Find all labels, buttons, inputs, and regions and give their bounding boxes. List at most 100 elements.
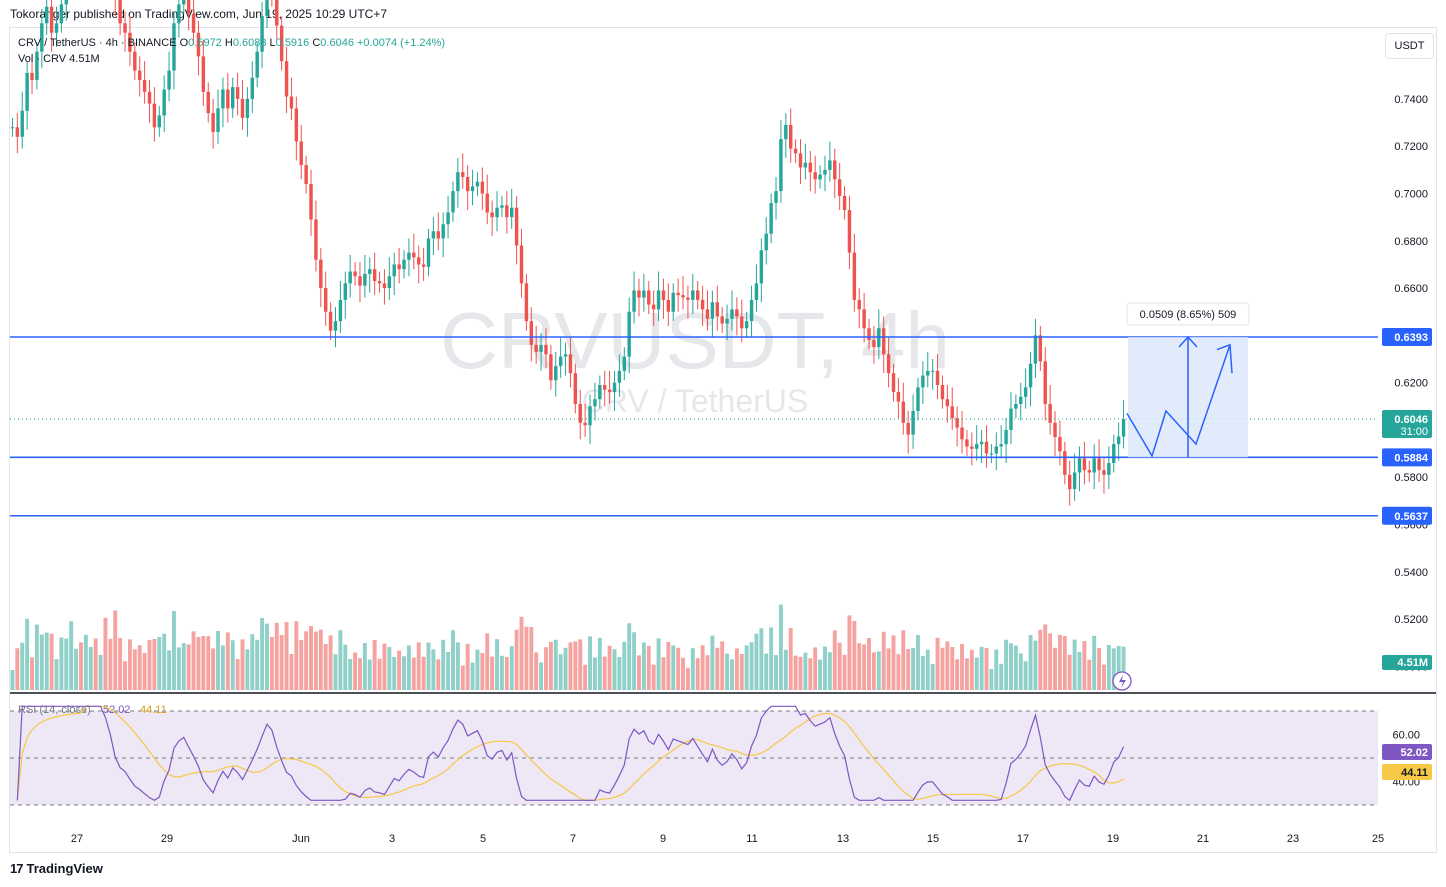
volume-bar	[656, 638, 661, 690]
candle-body	[470, 186, 475, 192]
volume-bar	[39, 634, 44, 690]
candle-body	[265, 0, 269, 17]
volume-bar	[490, 656, 495, 690]
volume-bar	[950, 647, 955, 690]
footer-brand: TradingView	[26, 861, 103, 876]
volume-bar	[64, 638, 69, 690]
candle-body	[431, 231, 436, 239]
volume-bar	[827, 652, 832, 690]
tradingview-footer[interactable]: 17 TradingView	[10, 861, 103, 876]
candle-body	[740, 316, 744, 329]
rsi-line	[16, 705, 1125, 802]
rsi-value-tag-text: 52.02	[1400, 747, 1428, 759]
candle-body	[705, 309, 710, 319]
volume-bar	[534, 652, 539, 690]
candle-body	[162, 89, 166, 116]
price-tick-label: 0.7400	[1394, 94, 1428, 106]
candle-body	[255, 51, 259, 78]
volume-bar	[34, 624, 39, 690]
candle-body	[182, 0, 186, 5]
candle-body	[294, 108, 299, 142]
volume-bar	[250, 634, 255, 690]
volume-bar	[265, 623, 269, 690]
candle-body	[554, 366, 558, 381]
volume-bar	[338, 630, 343, 690]
volume-bar	[803, 652, 808, 690]
ohlc-legend: CRV / TetherUS · 4h · BINANCE O0.5972 H0…	[18, 37, 445, 49]
volume-bar	[1023, 661, 1028, 690]
volume-bar	[1067, 654, 1072, 690]
volume-bar	[181, 643, 186, 690]
volume-bar	[705, 655, 710, 690]
candle-body	[358, 276, 362, 286]
candle-body	[637, 290, 641, 298]
candle-body	[152, 103, 157, 128]
candle-body	[769, 202, 773, 234]
candle-body	[798, 153, 803, 168]
candle-body	[676, 292, 680, 296]
candle-body	[935, 370, 940, 386]
volume-bar	[475, 649, 480, 690]
volume-bar	[1097, 648, 1102, 690]
candle-body	[774, 191, 778, 203]
volume-bar	[235, 659, 240, 690]
candle-body	[803, 162, 808, 168]
volume-bar	[925, 649, 930, 690]
volume-bar	[1004, 639, 1009, 690]
projection-path	[1126, 344, 1231, 458]
candle-body	[568, 354, 573, 374]
candle-body	[299, 141, 303, 166]
candle-body	[191, 13, 196, 33]
volume-bar	[377, 658, 382, 690]
volume-bar	[999, 663, 1004, 690]
candle-body	[759, 250, 764, 284]
volume-bar	[255, 639, 260, 690]
candle-body	[749, 299, 754, 322]
volume-bar	[1121, 646, 1126, 690]
candle-body	[1077, 458, 1082, 473]
candle-body	[500, 205, 504, 208]
candle-body	[627, 311, 631, 357]
volume-bar	[641, 642, 646, 690]
candle-body	[549, 354, 553, 381]
candle-body	[363, 273, 367, 286]
candle-body	[382, 283, 387, 289]
volume-bar	[387, 647, 392, 690]
volume-bar	[734, 648, 739, 690]
volume-bar	[274, 622, 279, 690]
candle-body	[1087, 470, 1092, 473]
volume-bar	[98, 655, 103, 690]
volume-bar	[881, 631, 886, 690]
candle-body	[167, 70, 171, 90]
candle-body	[441, 224, 445, 239]
candle-body	[656, 290, 661, 310]
volume-bar	[191, 631, 196, 690]
candle-body	[147, 91, 152, 104]
candle-body	[177, 4, 181, 24]
candle-body	[842, 195, 847, 211]
volume-bar	[362, 643, 367, 690]
candle-body	[1058, 437, 1062, 452]
volume-bar	[681, 657, 685, 690]
volume-bar	[632, 632, 637, 690]
candle-body	[886, 354, 891, 374]
candle-body	[906, 422, 910, 435]
volume-bar	[59, 637, 64, 690]
candle-body	[392, 264, 396, 277]
level-price-tag: 0.6393	[1382, 328, 1432, 347]
volume-bar	[651, 664, 656, 690]
volume-bar	[284, 622, 289, 690]
candle-body	[1004, 429, 1008, 445]
volume-bar	[793, 655, 798, 690]
candle-body	[1053, 422, 1057, 438]
candle-body	[563, 354, 568, 357]
time-tick-label: 27	[71, 833, 83, 845]
candle-body	[289, 96, 294, 109]
candle-body	[558, 356, 563, 367]
level-tag-text: 0.6393	[1394, 332, 1428, 344]
currency-unit-button[interactable]: USDT	[1385, 33, 1434, 59]
volume-bar	[891, 635, 896, 690]
candle-body	[867, 328, 871, 341]
candle-body	[314, 219, 318, 260]
